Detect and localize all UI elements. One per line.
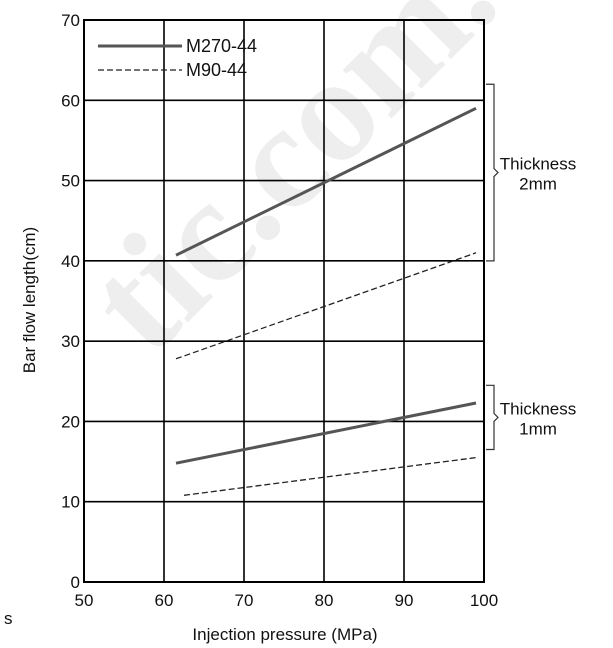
- plot-frame: [83, 19, 485, 583]
- annotation-label-2mm: Thickness: [500, 155, 577, 174]
- y-tick-60: 60: [61, 91, 80, 110]
- grid-lines: [84, 20, 484, 582]
- legend-label-m270-44: M270-44: [186, 36, 257, 56]
- x-tick-60: 60: [155, 591, 174, 610]
- x-tick-50: 50: [75, 591, 94, 610]
- annotation-value-1mm: 1mm: [519, 419, 557, 438]
- annotation-label-1mm: Thickness: [500, 399, 577, 418]
- y-tick-0: 0: [71, 573, 80, 592]
- x-tick-100: 100: [470, 591, 498, 610]
- y-tick-40: 40: [61, 252, 80, 271]
- series-layer: [175, 106, 477, 496]
- y-axis-ticks: 0 10 20 30 40 50 60 70: [61, 11, 80, 592]
- watermark: tic.com.v: [56, 0, 580, 383]
- legend-label-m90-44: M90-44: [186, 60, 247, 80]
- y-tick-10: 10: [61, 493, 80, 512]
- x-tick-70: 70: [235, 591, 254, 610]
- x-tick-90: 90: [395, 591, 414, 610]
- y-tick-70: 70: [61, 11, 80, 30]
- x-axis-label: Injection pressure (MPa): [192, 625, 377, 644]
- y-tick-50: 50: [61, 172, 80, 191]
- brace-1mm: [486, 384, 499, 451]
- x-tick-80: 80: [315, 591, 334, 610]
- y-tick-20: 20: [61, 412, 80, 431]
- brace-2mm: [486, 83, 499, 262]
- series-m90-44-2mm: [175, 252, 477, 360]
- y-tick-30: 30: [61, 332, 80, 351]
- series-m270-44-1mm: [175, 401, 477, 465]
- legend: M270-44 M90-44: [98, 36, 257, 80]
- plot-area: [83, 19, 485, 583]
- x-axis-ticks: 50 60 70 80 90 100: [75, 591, 499, 610]
- annotation-value-2mm: 2mm: [519, 175, 557, 194]
- y-axis-label: Bar flow length(cm): [20, 227, 39, 373]
- series-m270-44-2mm: [175, 106, 477, 257]
- series-m90-44-1mm: [183, 456, 477, 496]
- margin-glyph: s: [4, 609, 13, 628]
